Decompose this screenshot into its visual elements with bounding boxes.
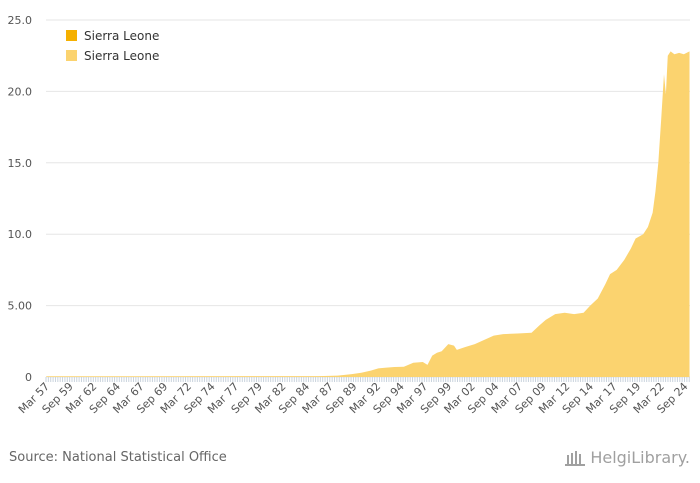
y-tick-label: 10.0 <box>8 228 33 241</box>
logo-text: HelgiLibrary. <box>590 448 690 467</box>
helgi-library-logo: HelgiLibrary. <box>564 448 690 467</box>
y-tick-label: 20.0 <box>8 85 33 98</box>
y-tick-label: 25.0 <box>8 14 33 27</box>
y-tick-label: 0 <box>25 371 32 384</box>
plot-area <box>46 51 690 377</box>
y-tick-label: 5.00 <box>8 300 33 313</box>
y-tick-label: 15.0 <box>8 157 33 170</box>
legend-swatch <box>66 30 77 41</box>
legend-label: Sierra Leone <box>84 29 159 43</box>
legend-label: Sierra Leone <box>84 49 159 63</box>
legend-swatch <box>66 50 77 61</box>
legend: Sierra Leone Sierra Leone <box>66 29 159 63</box>
library-building-icon <box>565 450 586 466</box>
source-note: Source: National Statistical Office <box>9 450 227 465</box>
area-series-sierra-leone <box>46 51 690 377</box>
y-axis: 0 5.00 10.0 15.0 20.0 25.0 <box>8 14 33 384</box>
